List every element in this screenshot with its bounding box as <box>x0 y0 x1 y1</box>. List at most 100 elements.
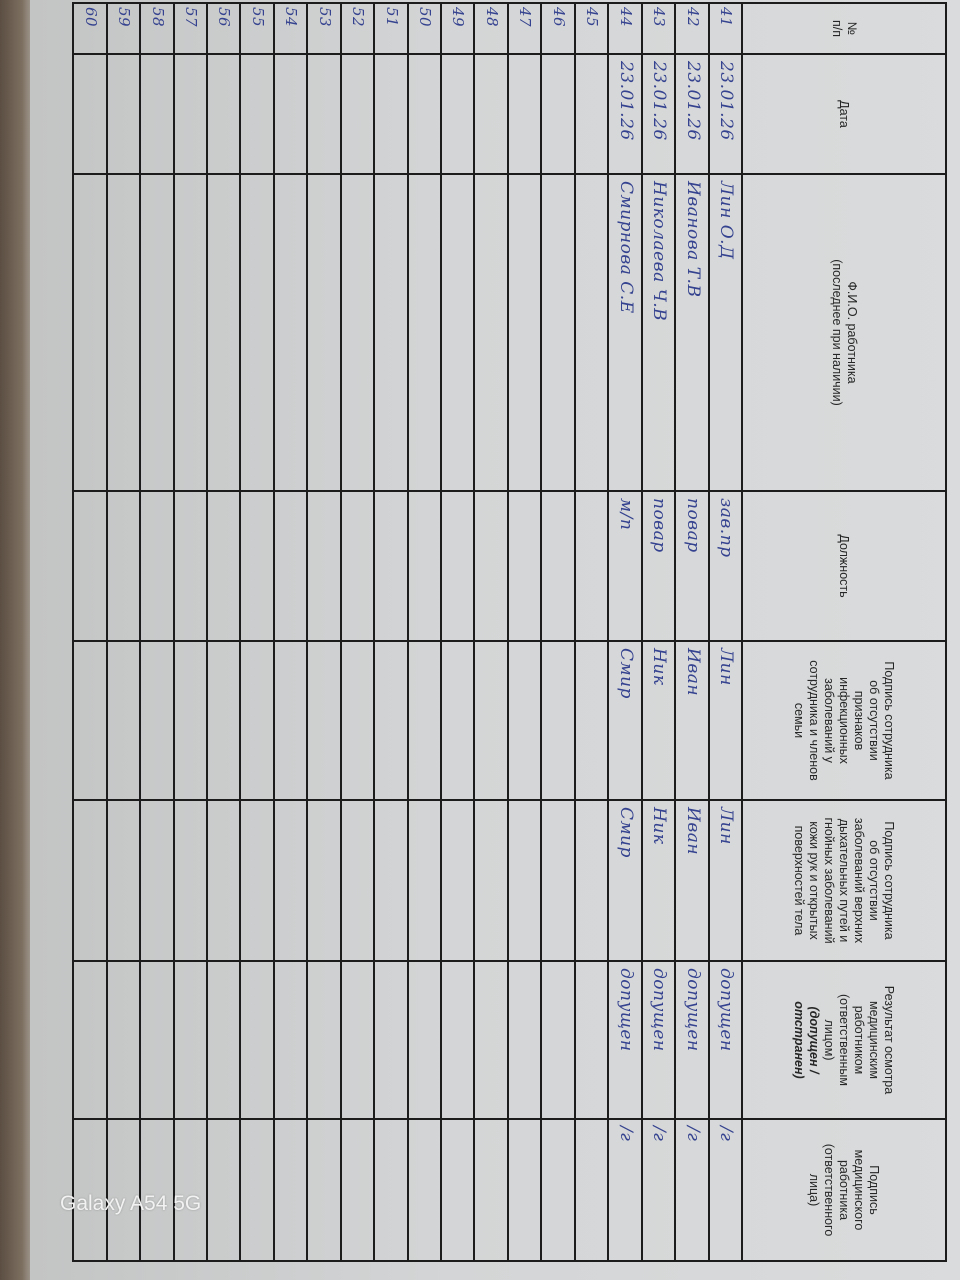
signature-infection-cell <box>373 642 407 801</box>
name-cell <box>139 175 173 492</box>
signature-respiratory-cell <box>105 801 140 962</box>
med-signature-cell: /г <box>640 1120 675 1262</box>
row-number: 59 <box>105 4 140 55</box>
position-cell <box>440 492 474 642</box>
date-cell <box>139 55 173 175</box>
result-cell <box>139 962 173 1120</box>
med-signature-cell: /г <box>707 1120 741 1262</box>
signature-respiratory-cell: Лин <box>707 801 741 962</box>
signature-infection-cell <box>139 642 173 801</box>
position-cell <box>540 492 574 642</box>
result-cell: допущен <box>607 962 641 1120</box>
date-cell: 23.01.26 <box>640 55 675 175</box>
row-number: 46 <box>540 4 574 55</box>
name-cell <box>406 175 441 492</box>
row-number: 45 <box>573 4 608 55</box>
result-cell <box>239 962 273 1120</box>
signature-respiratory-cell <box>573 801 608 962</box>
signature-respiratory-cell <box>172 801 206 962</box>
row-number: 51 <box>373 4 407 55</box>
signature-respiratory-cell <box>139 801 173 962</box>
position-cell <box>373 492 407 642</box>
position-cell <box>239 492 273 642</box>
header-med-sign-label: Подпись медицинского работника (ответств… <box>807 1143 882 1237</box>
position-cell <box>206 492 240 642</box>
med-signature-cell <box>306 1120 340 1262</box>
name-cell <box>373 175 407 492</box>
name-cell <box>506 175 541 492</box>
header-sign-infection-label: Подпись сотрудника об отсутствии признак… <box>792 660 897 781</box>
signature-infection-cell <box>540 642 574 801</box>
med-signature-cell <box>406 1120 441 1262</box>
position-cell <box>406 492 441 642</box>
date-cell <box>239 55 273 175</box>
header-name-label: Ф.И.О. работника (последнее при наличии) <box>830 259 859 406</box>
signature-infection-cell <box>506 642 541 801</box>
position-cell: м/п <box>607 492 641 642</box>
signature-respiratory-cell <box>72 801 106 962</box>
date-cell <box>105 55 140 175</box>
med-signature-cell <box>440 1120 474 1262</box>
position-cell <box>172 492 206 642</box>
med-signature-cell <box>506 1120 541 1262</box>
date-cell <box>506 55 541 175</box>
date-cell <box>172 55 206 175</box>
date-cell <box>206 55 240 175</box>
row-number: 50 <box>406 4 441 55</box>
date-cell <box>306 55 340 175</box>
signature-respiratory-cell <box>373 801 407 962</box>
name-cell <box>339 175 374 492</box>
row-number: 54 <box>272 4 307 55</box>
signature-infection-cell <box>306 642 340 801</box>
row-number: 48 <box>473 4 507 55</box>
result-cell <box>573 962 608 1120</box>
row-number: 44 <box>607 4 641 55</box>
signature-infection-cell <box>172 642 206 801</box>
name-cell: Лин О.Д <box>707 175 741 492</box>
header-med-sign: Подпись медицинского работника (ответств… <box>741 1120 945 1262</box>
date-cell <box>272 55 307 175</box>
signature-infection-cell: Иван <box>674 642 708 801</box>
name-cell <box>172 175 206 492</box>
signature-respiratory-cell <box>473 801 507 962</box>
date-cell: 23.01.26 <box>674 55 708 175</box>
result-cell: допущен <box>640 962 675 1120</box>
med-signature-cell <box>540 1120 574 1262</box>
position-cell <box>105 492 140 642</box>
result-cell <box>473 962 507 1120</box>
signature-respiratory-cell: Иван <box>674 801 708 962</box>
row-number: 47 <box>506 4 541 55</box>
header-date-label: Дата <box>837 100 852 128</box>
signature-infection-cell <box>72 642 106 801</box>
position-cell <box>306 492 340 642</box>
result-cell: допущен <box>707 962 741 1120</box>
signature-respiratory-cell <box>339 801 374 962</box>
date-cell <box>406 55 441 175</box>
row-number: 52 <box>339 4 374 55</box>
result-cell <box>72 962 106 1120</box>
health-log-table: № п/п Дата Ф.И.О. работника (последнее п… <box>72 2 947 1262</box>
signature-respiratory-cell <box>506 801 541 962</box>
result-cell <box>440 962 474 1120</box>
signature-infection-cell <box>573 642 608 801</box>
signature-respiratory-cell <box>306 801 340 962</box>
signature-respiratory-cell <box>206 801 240 962</box>
date-cell <box>72 55 106 175</box>
row-number: 43 <box>640 4 675 55</box>
position-cell <box>272 492 307 642</box>
header-sign-respiratory-label: Подпись сотрудника об отсутствии заболев… <box>792 817 897 944</box>
signature-infection-cell <box>339 642 374 801</box>
result-cell <box>339 962 374 1120</box>
result-cell <box>306 962 340 1120</box>
med-signature-cell <box>139 1120 173 1262</box>
signature-respiratory-cell <box>272 801 307 962</box>
name-cell <box>573 175 608 492</box>
med-signature-cell <box>373 1120 407 1262</box>
signature-respiratory-cell: Ник <box>640 801 675 962</box>
name-cell: Николаева Ч.В <box>640 175 675 492</box>
position-cell: повар <box>674 492 708 642</box>
signature-respiratory-cell <box>440 801 474 962</box>
row-number: 60 <box>72 4 106 55</box>
name-cell <box>540 175 574 492</box>
date-cell <box>473 55 507 175</box>
